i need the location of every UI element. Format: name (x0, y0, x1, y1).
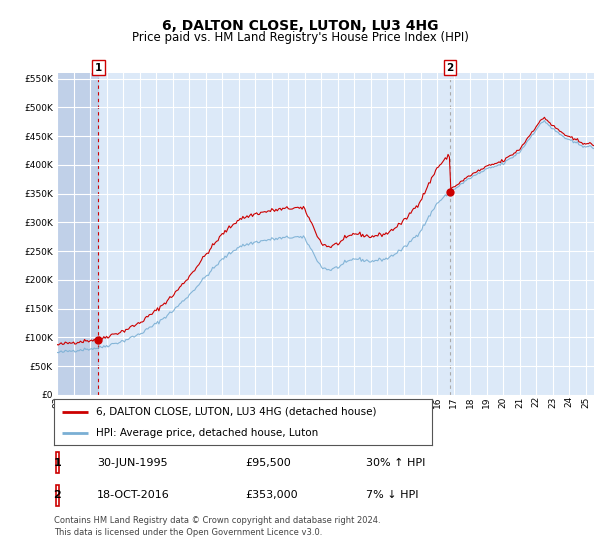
Text: 6, DALTON CLOSE, LUTON, LU3 4HG (detached house): 6, DALTON CLOSE, LUTON, LU3 4HG (detache… (95, 407, 376, 417)
Text: HPI: Average price, detached house, Luton: HPI: Average price, detached house, Luto… (95, 428, 318, 438)
Text: Price paid vs. HM Land Registry's House Price Index (HPI): Price paid vs. HM Land Registry's House … (131, 31, 469, 44)
Text: £95,500: £95,500 (245, 458, 291, 468)
Bar (57, 73, 98, 395)
Text: 7% ↓ HPI: 7% ↓ HPI (367, 490, 419, 500)
Text: 18-OCT-2016: 18-OCT-2016 (97, 490, 170, 500)
Text: 2: 2 (53, 490, 61, 500)
Text: 1: 1 (53, 458, 61, 468)
FancyBboxPatch shape (56, 484, 59, 506)
Text: Contains HM Land Registry data © Crown copyright and database right 2024.
This d: Contains HM Land Registry data © Crown c… (54, 516, 380, 537)
Text: 30-JUN-1995: 30-JUN-1995 (97, 458, 167, 468)
FancyBboxPatch shape (56, 452, 59, 473)
Text: 2: 2 (446, 63, 454, 73)
Text: 30% ↑ HPI: 30% ↑ HPI (367, 458, 426, 468)
Text: 1: 1 (95, 63, 102, 73)
Text: £353,000: £353,000 (245, 490, 298, 500)
Text: 6, DALTON CLOSE, LUTON, LU3 4HG: 6, DALTON CLOSE, LUTON, LU3 4HG (162, 19, 438, 33)
